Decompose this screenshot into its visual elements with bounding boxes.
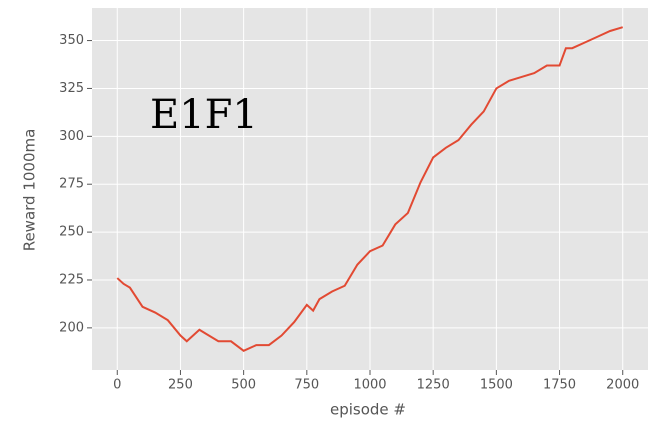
x-tick-label: 1750 (543, 378, 576, 393)
annotation: E1F1 (150, 92, 258, 138)
line (116, 26, 624, 353)
x-tick-label: 750 (294, 378, 319, 393)
y-axis-label: Reward 1000ma (21, 129, 39, 252)
x-tick-label: 2000 (606, 378, 639, 393)
x-tick-label: 0 (113, 378, 121, 393)
y-tick-label: 350 (59, 33, 84, 48)
x-axis-label: episode # (330, 401, 406, 419)
x-tick-label: 1500 (480, 378, 513, 393)
y-tick-label: 300 (59, 129, 84, 144)
y-tick-label: 325 (59, 81, 84, 96)
x-tick-label: 1000 (353, 378, 386, 393)
y-tick-label: 225 (59, 272, 84, 287)
y-tick-label: 275 (59, 177, 84, 192)
x-tick-label: 500 (231, 378, 256, 393)
x-tick-label: 1250 (417, 378, 450, 393)
y-tick-label: 200 (59, 320, 84, 335)
y-tick-label: 250 (59, 225, 84, 240)
x-tick-label: 250 (168, 378, 193, 393)
